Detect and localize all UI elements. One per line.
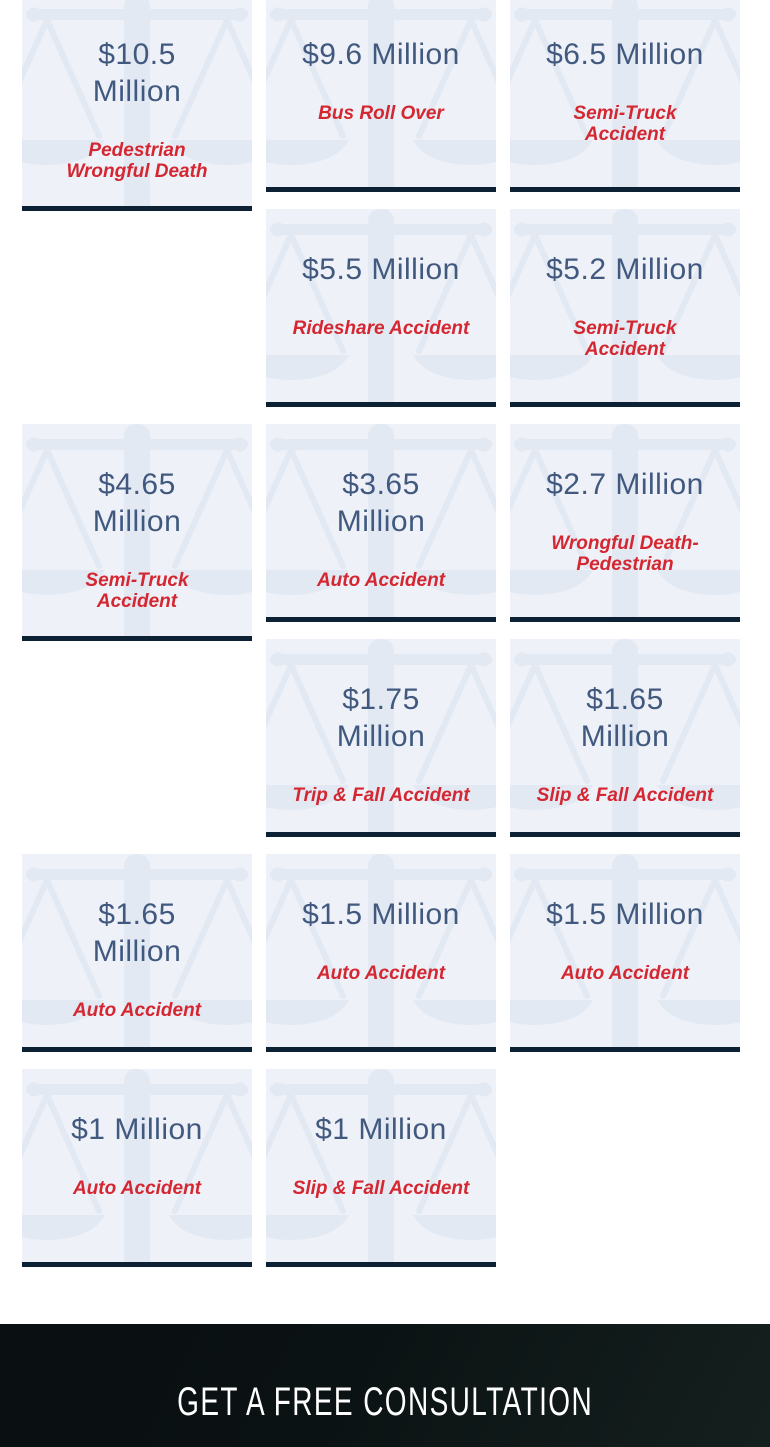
case-type: Pedestrian Wrongful Death xyxy=(66,140,208,182)
case-result-card: $5.5 Million Rideshare Accident xyxy=(266,209,496,407)
settlement-amount: $1.75 Million xyxy=(336,683,426,753)
case-result-card: $1.5 Million Auto Accident xyxy=(266,854,496,1052)
case-result-card: $1.65 Million Auto Accident xyxy=(22,854,252,1052)
case-result-content: $3.65 Million Auto Accident xyxy=(278,466,484,591)
case-result-content: $1.5 Million Auto Accident xyxy=(278,896,484,984)
case-type: Wrongful Death- Pedestrian xyxy=(551,533,699,575)
case-result-content: $1 Million Slip & Fall Accident xyxy=(278,1111,484,1199)
case-type: Auto Accident xyxy=(316,963,446,984)
settlement-amount: $9.6 Million xyxy=(302,38,460,71)
case-result-card: $1.5 Million Auto Accident xyxy=(510,854,740,1052)
case-result-card: $1.75 Million Trip & Fall Accident xyxy=(266,639,496,837)
case-results-section: $10.5 Million Pedestrian Wrongful Death xyxy=(22,0,770,1267)
settlement-amount: $1 Million xyxy=(315,1113,447,1146)
case-type: Auto Accident xyxy=(72,1000,202,1021)
case-result-card: $1.65 Million Slip & Fall Accident xyxy=(510,639,740,837)
case-type: Semi-Truck Accident xyxy=(85,570,189,612)
case-result-content: $5.5 Million Rideshare Accident xyxy=(278,251,484,339)
settlement-amount: $1.65 Million xyxy=(92,898,182,968)
settlement-amount: $10.5 Million xyxy=(92,38,182,108)
case-type: Trip & Fall Accident xyxy=(292,785,470,806)
case-result-card: $1 Million Auto Accident xyxy=(22,1069,252,1267)
settlement-amount: $5.2 Million xyxy=(546,253,704,286)
settlement-amount: $1.65 Million xyxy=(580,683,670,753)
case-result-card: $3.65 Million Auto Accident xyxy=(266,424,496,622)
case-type: Auto Accident xyxy=(560,963,690,984)
case-result-card: $6.5 Million Semi-Truck Accident xyxy=(510,0,740,192)
case-type: Auto Accident xyxy=(72,1178,202,1199)
case-result-content: $1.75 Million Trip & Fall Accident xyxy=(278,681,484,806)
case-result-content: $1.5 Million Auto Accident xyxy=(522,896,728,984)
case-result-content: $1 Million Auto Accident xyxy=(34,1111,240,1199)
settlement-amount: $3.65 Million xyxy=(336,468,426,538)
case-result-content: $10.5 Million Pedestrian Wrongful Death xyxy=(34,36,240,182)
case-result-card: $5.2 Million Semi-Truck Accident xyxy=(510,209,740,407)
settlement-amount: $2.7 Million xyxy=(546,468,704,501)
settlement-amount: $1 Million xyxy=(71,1113,203,1146)
case-result-content: $4.65 Million Semi-Truck Accident xyxy=(34,466,240,612)
case-result-card: $9.6 Million Bus Roll Over xyxy=(266,0,496,192)
case-type: Bus Roll Over xyxy=(318,103,444,124)
settlement-amount: $1.5 Million xyxy=(546,898,704,931)
settlement-amount: $4.65 Million xyxy=(92,468,182,538)
free-consultation-banner: GET A FREE CONSULTATION xyxy=(0,1324,770,1447)
case-results-grid: $10.5 Million Pedestrian Wrongful Death xyxy=(22,0,770,1267)
case-result-content: $2.7 Million Wrongful Death- Pedestrian xyxy=(522,466,728,575)
settlement-amount: $1.5 Million xyxy=(302,898,460,931)
case-type: Semi-Truck Accident xyxy=(573,318,677,360)
case-type: Slip & Fall Accident xyxy=(536,785,714,806)
case-result-content: $1.65 Million Slip & Fall Accident xyxy=(522,681,728,806)
case-result-card: $4.65 Million Semi-Truck Accident xyxy=(22,424,252,641)
case-result-content: $6.5 Million Semi-Truck Accident xyxy=(522,36,728,145)
case-type: Rideshare Accident xyxy=(292,318,470,339)
case-result-card: $1 Million Slip & Fall Accident xyxy=(266,1069,496,1267)
case-result-card: $10.5 Million Pedestrian Wrongful Death xyxy=(22,0,252,211)
settlement-amount: $6.5 Million xyxy=(546,38,704,71)
settlement-amount: $5.5 Million xyxy=(302,253,460,286)
free-consultation-heading: GET A FREE CONSULTATION xyxy=(177,1380,593,1424)
case-result-content: $5.2 Million Semi-Truck Accident xyxy=(522,251,728,360)
case-type: Semi-Truck Accident xyxy=(573,103,677,145)
case-type: Auto Accident xyxy=(316,570,446,591)
case-result-card: $2.7 Million Wrongful Death- Pedestrian xyxy=(510,424,740,622)
case-result-content: $1.65 Million Auto Accident xyxy=(34,896,240,1021)
case-result-content: $9.6 Million Bus Roll Over xyxy=(278,36,484,124)
case-type: Slip & Fall Accident xyxy=(292,1178,470,1199)
